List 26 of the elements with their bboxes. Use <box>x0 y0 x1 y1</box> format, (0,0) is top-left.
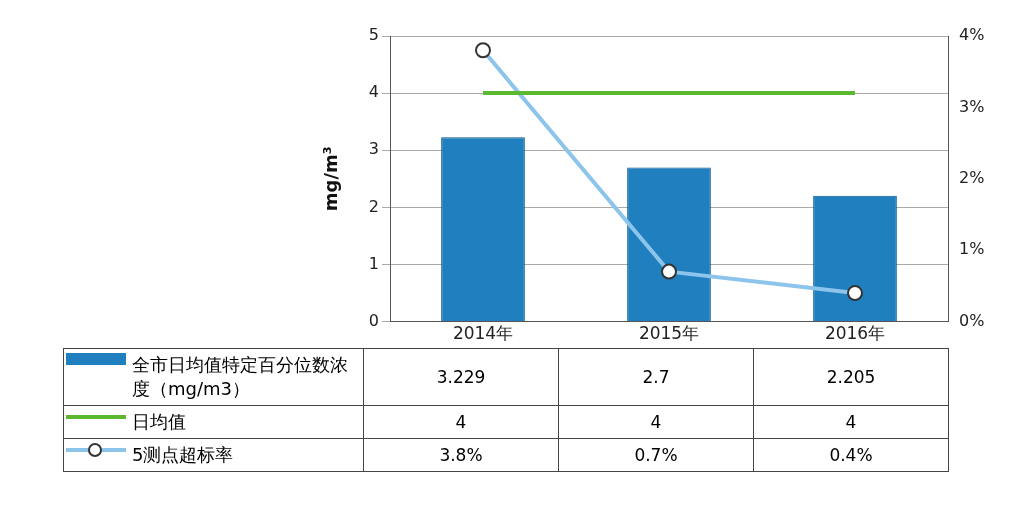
x-tick-label: 2015年 <box>638 323 700 344</box>
y2-tick-label: 1% <box>959 239 985 259</box>
data-label: 0.7% <box>558 438 754 472</box>
data-label: 3.8% <box>363 438 559 472</box>
data-label: 3.229 <box>363 348 559 406</box>
data-label: 4 <box>753 405 949 439</box>
y2-tick-label: 0% <box>959 310 985 330</box>
x-tick-label: 2014年 <box>452 323 514 344</box>
data-label: 0.4% <box>753 438 949 472</box>
y-tick-label: 4 <box>368 82 379 102</box>
data-label: 2.205 <box>753 348 949 406</box>
y2-tick-label: 3% <box>959 96 985 116</box>
data-label: 4 <box>558 405 754 439</box>
data-label: 2.7 <box>558 348 754 406</box>
y2-tick-label: 4% <box>959 25 985 45</box>
legend-label: 日均值 <box>132 410 187 434</box>
y-tick-label: 5 <box>368 25 379 45</box>
legend-label: 5测点超标率 <box>132 443 235 467</box>
y-tick-label: 1 <box>368 253 379 273</box>
y-tick-label: 0 <box>368 310 379 330</box>
x-tick-label: 2016年 <box>824 323 886 344</box>
y-tick-label: 2 <box>368 196 379 216</box>
y2-tick-label: 2% <box>959 167 985 187</box>
y-tick-label: 3 <box>368 139 379 159</box>
legend-label: 全市日均值特定百分位数浓度（mg/m3） <box>132 353 349 401</box>
y-axis-title: mg/m³ <box>320 146 342 212</box>
